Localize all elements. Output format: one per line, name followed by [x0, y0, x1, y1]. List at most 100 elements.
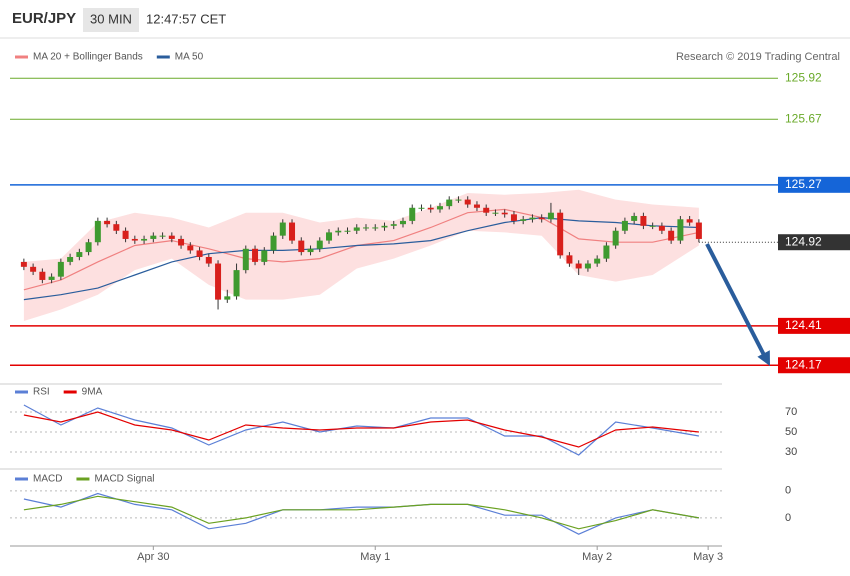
indicator-line	[23, 411, 699, 448]
level-box	[778, 317, 850, 334]
x-tick-label: Apr 30	[137, 551, 169, 563]
candle-body	[335, 230, 342, 233]
y-tick-label: 50	[785, 426, 797, 438]
y-tick-label: 30	[785, 446, 797, 458]
candle-body	[233, 270, 240, 297]
candle-body	[575, 263, 582, 269]
level-label: 125.27	[785, 177, 822, 191]
candle-body	[464, 199, 471, 205]
candle-body	[520, 219, 527, 221]
candle-body	[279, 222, 286, 236]
candle-body	[668, 230, 675, 241]
candle-body	[566, 255, 573, 264]
candle-body	[122, 230, 129, 239]
candle-body	[381, 225, 388, 228]
candle-body	[261, 250, 268, 262]
x-tick-label: May 1	[360, 551, 390, 563]
candle-body	[113, 224, 120, 231]
candle-body	[455, 199, 462, 201]
legend-label: 9MA	[82, 387, 103, 398]
candle-body	[104, 220, 111, 225]
candle-body	[372, 227, 379, 229]
candle-body	[677, 219, 684, 241]
candle-body	[178, 238, 185, 246]
candle-body	[510, 214, 517, 221]
candle-body	[39, 271, 46, 280]
candle-body	[30, 266, 37, 272]
candle-body	[612, 230, 619, 246]
x-tick-label: May 2	[582, 551, 612, 563]
ma-line	[23, 216, 699, 301]
candle-body	[621, 220, 628, 231]
level-label: 124.17	[785, 357, 822, 371]
candle-body	[492, 212, 499, 214]
candle-body	[658, 225, 665, 231]
candle-body	[196, 250, 203, 257]
candle-body	[695, 222, 702, 239]
forecast-arrowhead	[757, 350, 770, 366]
legend-label: RSI	[33, 387, 50, 398]
indicator-line	[23, 492, 700, 535]
candle-body	[631, 215, 638, 221]
candle-body	[686, 219, 693, 223]
candle-body	[48, 276, 55, 280]
candle-body	[270, 235, 277, 251]
legend-label: MA 50	[175, 52, 204, 63]
current-price-box	[778, 234, 850, 251]
current-price-label: 124.92	[785, 234, 822, 248]
indicator-line	[23, 495, 700, 530]
candle-body	[483, 207, 490, 213]
candle-body	[131, 238, 138, 241]
candle-body	[215, 263, 222, 300]
candle-body	[57, 261, 64, 277]
candle-body	[187, 245, 194, 251]
candle-body	[649, 225, 656, 227]
level-label: 125.92	[785, 70, 822, 84]
candle-body	[298, 240, 305, 253]
candle-body	[399, 220, 406, 225]
candle-body	[67, 256, 74, 262]
candle-body	[473, 204, 480, 208]
candle-body	[640, 215, 647, 226]
candle-body	[141, 238, 148, 241]
candle-body	[418, 207, 425, 209]
y-tick-label: 0	[785, 485, 791, 497]
candle-body	[159, 235, 166, 237]
candle-body	[94, 220, 101, 243]
candle-body	[224, 296, 231, 300]
indicator-line	[23, 404, 700, 456]
candle-body	[584, 263, 591, 269]
candle-body	[205, 256, 212, 264]
x-tick-label: May 3	[693, 551, 723, 563]
candle-body	[353, 227, 360, 231]
y-tick-label: 0	[785, 512, 791, 524]
bollinger-band	[23, 189, 699, 321]
forecast-arrow	[705, 243, 766, 356]
candle-body	[390, 224, 397, 226]
candle-body	[252, 248, 259, 262]
candle-body	[289, 222, 296, 241]
candle-body	[150, 235, 157, 239]
y-tick-label: 70	[785, 406, 797, 418]
level-label: 125.67	[785, 111, 822, 125]
credit: Research © 2019 Trading Central	[676, 51, 840, 63]
candle-body	[316, 240, 323, 249]
interval: 30 MIN	[90, 11, 132, 26]
candle-body	[594, 258, 601, 264]
candle-body	[85, 242, 92, 253]
level-box	[778, 176, 850, 193]
interval-box	[83, 8, 139, 32]
candle-body	[168, 235, 175, 239]
candle-body	[436, 206, 443, 210]
symbol: EUR/JPY	[12, 10, 76, 27]
candle-body	[307, 248, 314, 253]
level-label: 124.41	[785, 318, 822, 332]
candle-body	[76, 252, 83, 257]
candle-body	[363, 227, 369, 229]
candle-body	[427, 207, 434, 210]
candle-body	[557, 212, 564, 256]
candle-body	[529, 217, 536, 220]
level-box	[778, 357, 850, 374]
candle-body	[446, 199, 453, 207]
